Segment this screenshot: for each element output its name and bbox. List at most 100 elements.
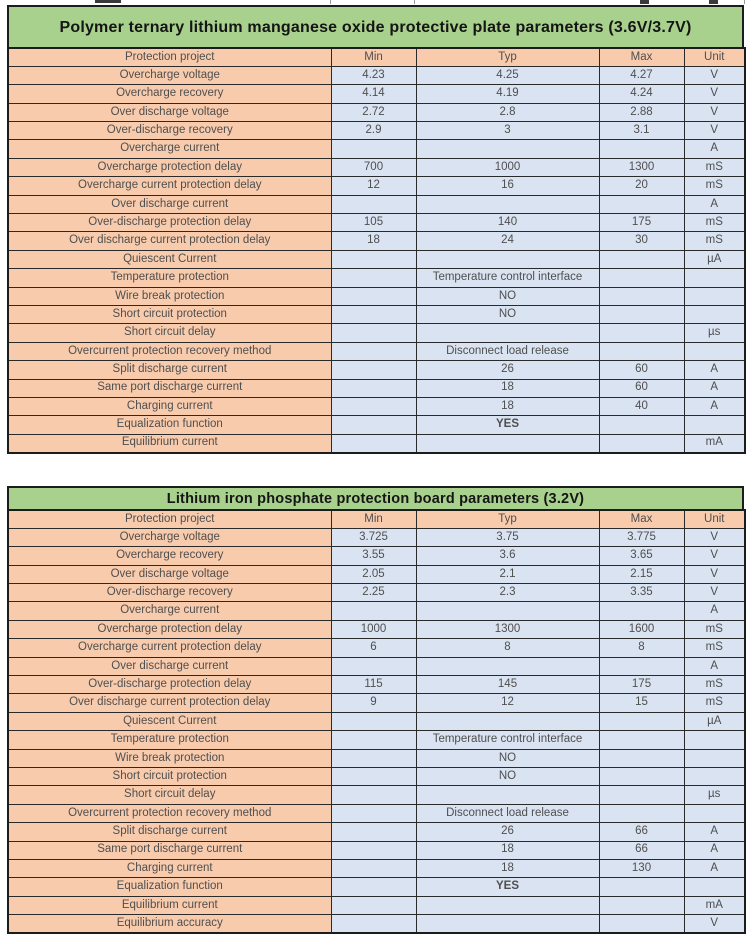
min-value [330, 415, 417, 435]
row-label: Wire break protection [7, 748, 332, 768]
row-label: Split discharge current [7, 822, 332, 842]
row-label: Over discharge current protection delay [7, 231, 332, 251]
max-value [598, 433, 685, 454]
typ-value: 3.6 [415, 546, 600, 566]
table-row: Overcurrent protection recovery method Di… [7, 341, 746, 362]
cropped-row-remnant [709, 0, 718, 4]
min-value: 2.9 [330, 121, 417, 141]
table-row: Overcharge recovery 4.14 4.19 4.24 V [7, 84, 746, 104]
table-row: Over-discharge protection delay 115 145 175… [7, 675, 746, 695]
table-row: Over discharge current A [7, 194, 746, 215]
unit-value: A [683, 194, 746, 215]
max-value: 66 [598, 840, 685, 860]
min-value [330, 840, 417, 860]
table-row: Same port discharge current 18 66 A [7, 840, 746, 860]
min-value: 18 [330, 231, 417, 251]
typ-value: YES [415, 415, 600, 435]
max-value [598, 656, 685, 677]
max-value: 130 [598, 858, 685, 879]
typ-value: 1000 [415, 157, 600, 178]
max-value [598, 748, 685, 768]
max-value [598, 323, 685, 343]
typ-value: 18 [415, 840, 600, 860]
max-value [598, 286, 685, 306]
max-value: 175 [598, 675, 685, 695]
typ-value: 4.19 [415, 84, 600, 104]
table-row: Over discharge current protection delay 9… [7, 693, 746, 713]
max-value [598, 601, 685, 621]
max-value [598, 194, 685, 215]
column-header-min: Min [330, 509, 417, 529]
row-label: Overcharge protection delay [7, 157, 332, 178]
typ-value: 2.3 [415, 583, 600, 603]
table-row: Over-discharge protection delay 105 140 175… [7, 213, 746, 233]
row-label: Equilibrium accuracy [7, 914, 332, 934]
min-value: 4.23 [330, 65, 417, 86]
max-value: 15 [598, 693, 685, 713]
max-value: 2.88 [598, 102, 685, 123]
unit-value: mS [683, 619, 746, 640]
table-row: Quiescent Current µA [7, 249, 746, 270]
typ-value: Disconnect load release [415, 803, 600, 824]
typ-value: YES [415, 877, 600, 897]
row-label: Overcharge recovery [7, 84, 332, 104]
unit-value: mS [683, 231, 746, 251]
min-value [330, 601, 417, 621]
table-row: Overcharge voltage 4.23 4.25 4.27 V [7, 65, 746, 86]
table-row: Equalization function YES [7, 415, 746, 435]
max-value: 3.775 [598, 527, 685, 548]
max-value: 60 [598, 360, 685, 380]
header-row: Protection project Min Typ Max Unit [7, 47, 746, 67]
typ-value: 8 [415, 638, 600, 658]
table-row: Short circuit delay µs [7, 323, 746, 343]
typ-value: NO [415, 286, 600, 306]
max-value: 3.1 [598, 121, 685, 141]
max-value: 1600 [598, 619, 685, 640]
cropped-row-remnant [640, 0, 649, 4]
typ-value: 140 [415, 213, 600, 233]
unit-value: V [683, 914, 746, 934]
table-row: Overcharge protection delay 1000 1300 1600 m… [7, 619, 746, 640]
unit-value: A [683, 139, 746, 159]
cropped-row-remnant [95, 0, 121, 3]
column-header-min: Min [330, 47, 417, 67]
table-row: Over-discharge recovery 2.25 2.3 3.35 V [7, 583, 746, 603]
row-label: Overcurrent protection recovery method [7, 341, 332, 362]
min-value: 2.05 [330, 564, 417, 585]
table-row: Wire break protection NO [7, 748, 746, 768]
min-value: 3.55 [330, 546, 417, 566]
typ-value: 145 [415, 675, 600, 695]
unit-value [683, 803, 746, 824]
unit-value: mS [683, 638, 746, 658]
min-value: 2.72 [330, 102, 417, 123]
unit-value [683, 748, 746, 768]
max-value: 20 [598, 176, 685, 196]
min-value [330, 139, 417, 159]
min-value [330, 249, 417, 270]
min-value: 4.14 [330, 84, 417, 104]
min-value [330, 711, 417, 732]
min-value [330, 360, 417, 380]
min-value: 1000 [330, 619, 417, 640]
unit-value: V [683, 583, 746, 603]
row-label: Charging current [7, 858, 332, 879]
min-value: 700 [330, 157, 417, 178]
column-header-unit: Unit [683, 47, 746, 67]
max-value: 60 [598, 378, 685, 398]
min-value [330, 822, 417, 842]
column-header-typ: Typ [415, 47, 600, 67]
unit-value: µs [683, 323, 746, 343]
table-row: Equilibrium current mA [7, 895, 746, 916]
typ-value: 16 [415, 176, 600, 196]
row-label: Overcharge voltage [7, 65, 332, 86]
max-value: 1300 [598, 157, 685, 178]
row-label: Quiescent Current [7, 249, 332, 270]
unit-value: mS [683, 213, 746, 233]
unit-value [683, 766, 746, 787]
typ-value: 12 [415, 693, 600, 713]
row-label: Over discharge current [7, 194, 332, 215]
unit-value: mS [683, 176, 746, 196]
row-label: Overcharge current [7, 601, 332, 621]
table-row: Wire break protection NO [7, 286, 746, 306]
row-label: Over discharge voltage [7, 564, 332, 585]
